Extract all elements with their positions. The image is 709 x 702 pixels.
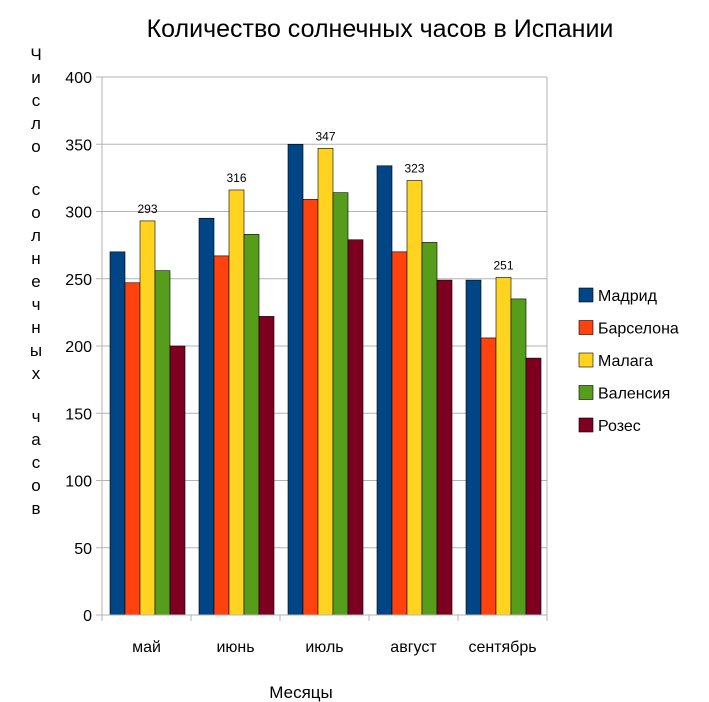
- bar: [287, 143, 304, 616]
- data-label: 251: [493, 258, 513, 272]
- bar: [525, 357, 542, 616]
- bar: [376, 165, 393, 616]
- y-axis-label-char: н: [31, 249, 40, 268]
- legend-swatch: [578, 320, 594, 335]
- bar: [421, 242, 438, 616]
- y-axis-label-char: о: [31, 137, 40, 156]
- y-axis-label-char: ы: [30, 341, 42, 360]
- bar: [213, 255, 230, 616]
- legend-swatch: [578, 385, 594, 400]
- x-tick-label: июнь: [216, 639, 254, 656]
- y-tick-label: 200: [65, 339, 92, 356]
- bar: [154, 270, 171, 616]
- bar: [302, 199, 319, 616]
- x-tick-label: сентябрь: [468, 639, 536, 656]
- y-axis-label-char: ч: [32, 295, 41, 314]
- bar: [109, 251, 126, 616]
- y-axis-label-char: л: [31, 114, 41, 133]
- bar: [169, 345, 186, 616]
- y-tick-label: 100: [65, 474, 92, 491]
- y-tick-label: 250: [65, 272, 92, 289]
- y-axis-label-char: с: [32, 453, 41, 472]
- bar: [495, 277, 512, 616]
- y-axis-label-char: х: [32, 364, 41, 383]
- bar: [406, 180, 423, 616]
- data-label: 347: [315, 129, 335, 143]
- y-tick-label: 50: [74, 541, 92, 558]
- bar: [124, 282, 141, 616]
- x-axis-categories: май июнь июль август сентябрь: [101, 614, 548, 656]
- data-label: 316: [226, 171, 246, 185]
- y-axis-label-char: е: [31, 272, 40, 291]
- x-axis-label: Месяцы: [269, 683, 332, 702]
- y-axis-label-char: с: [32, 180, 41, 199]
- bar: [436, 279, 453, 616]
- bar: [228, 189, 245, 616]
- x-tick-label: август: [390, 639, 437, 656]
- y-axis-label-char: и: [31, 68, 41, 87]
- legend-swatch: [578, 417, 594, 433]
- bar: [347, 239, 364, 616]
- legend-swatch: [578, 287, 594, 303]
- bars: [109, 143, 542, 616]
- bar: [391, 251, 408, 616]
- legend-label: Валенсия: [598, 386, 670, 403]
- legend-label: Малага: [598, 353, 653, 370]
- y-axis-label-char: о: [31, 203, 40, 222]
- bar: [480, 337, 497, 616]
- legend-swatch: [578, 352, 594, 368]
- bar: [317, 147, 334, 616]
- bar: [139, 220, 156, 616]
- bar: [198, 217, 215, 616]
- y-axis-ticks: 0 50 100 150 200 250 300 350 400: [65, 70, 102, 625]
- chart-title: Количество солнечных часов в Испании: [147, 15, 614, 43]
- y-tick-label: 350: [65, 137, 92, 154]
- y-tick-label: 0: [83, 608, 92, 625]
- x-tick-label: июль: [305, 639, 343, 656]
- y-tick-label: 300: [65, 205, 92, 222]
- bar: [258, 316, 275, 616]
- y-tick-label: 400: [65, 70, 92, 87]
- y-axis-label-char: Ч: [30, 45, 41, 64]
- data-label: 293: [137, 202, 157, 216]
- bar: [465, 279, 482, 616]
- y-axis-label-char: н: [31, 318, 40, 337]
- data-labels: 293 316 347 323 251: [137, 129, 513, 272]
- y-axis-label-char: л: [31, 226, 41, 245]
- x-tick-label: май: [132, 639, 161, 656]
- y-axis-label-char: ч: [32, 407, 41, 426]
- bar: [510, 298, 527, 616]
- legend-label: Мадрид: [598, 288, 658, 305]
- legend-label: Розес: [598, 418, 641, 435]
- y-axis-label-char: в: [31, 499, 40, 518]
- y-tick-label: 150: [65, 406, 92, 423]
- y-axis-label-char: а: [31, 430, 41, 449]
- legend-label: Барселона: [598, 321, 679, 338]
- legend: Мадрид Барселона Малага Валенсия Розес: [578, 287, 679, 435]
- data-label: 323: [404, 162, 424, 176]
- bar: [332, 192, 349, 616]
- y-axis-label-char: с: [32, 91, 41, 110]
- bar: [243, 234, 260, 616]
- y-axis-label-char: о: [31, 476, 40, 495]
